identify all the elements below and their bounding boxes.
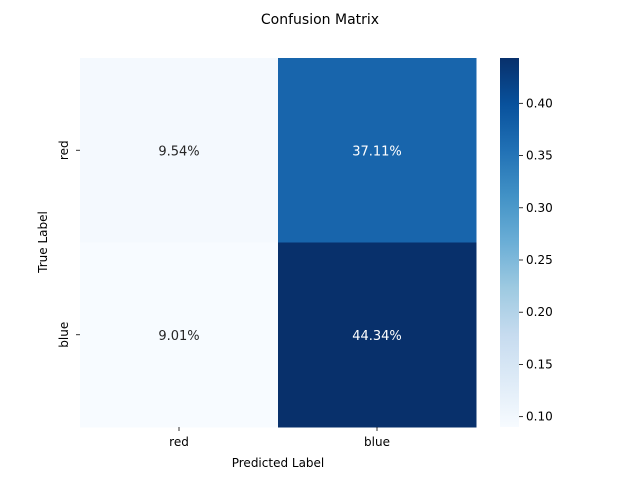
cell-annotation: 9.54%	[158, 144, 199, 159]
heatmap-cells	[80, 58, 477, 428]
colorbar-tick-label: 0.40	[526, 96, 553, 110]
cell-annotation: 37.11%	[352, 144, 402, 159]
heatmap-cell-blue-red	[80, 242, 279, 428]
x-tick-label: blue	[364, 435, 390, 449]
heatmap-cell-red-red	[80, 58, 279, 243]
y-tick-label: red	[57, 140, 71, 160]
colorbar-tick-label: 0.25	[526, 253, 553, 267]
colorbar-tick-label: 0.30	[526, 201, 553, 215]
x-axis-label: Predicted Label	[232, 456, 325, 470]
colorbar-tick-label: 0.20	[526, 305, 553, 319]
colorbar-tick-label: 0.15	[526, 357, 553, 371]
chart-title: Confusion Matrix	[261, 12, 379, 28]
colorbar-tick-label: 0.35	[526, 149, 553, 163]
colorbar-tick-label: 0.10	[526, 410, 553, 424]
cell-annotation: 44.34%	[352, 329, 402, 344]
y-axis-label: True Label	[36, 211, 50, 274]
colorbar	[500, 58, 519, 427]
x-tick-label: red	[169, 435, 189, 449]
heatmap-cell-red-blue	[278, 58, 477, 243]
y-tick-label: blue	[57, 322, 71, 348]
cell-annotation: 9.01%	[158, 329, 199, 344]
colorbar-ticks: 0.10 0.15 0.20 0.25 0.30 0.35 0.40	[519, 96, 553, 424]
cell-annotations: 9.54% 37.11% 9.01% 44.34%	[158, 144, 401, 344]
x-axis-ticks: red blue	[169, 427, 390, 449]
y-axis-ticks: red blue	[57, 140, 80, 348]
heatmap-cell-blue-blue	[278, 242, 477, 428]
